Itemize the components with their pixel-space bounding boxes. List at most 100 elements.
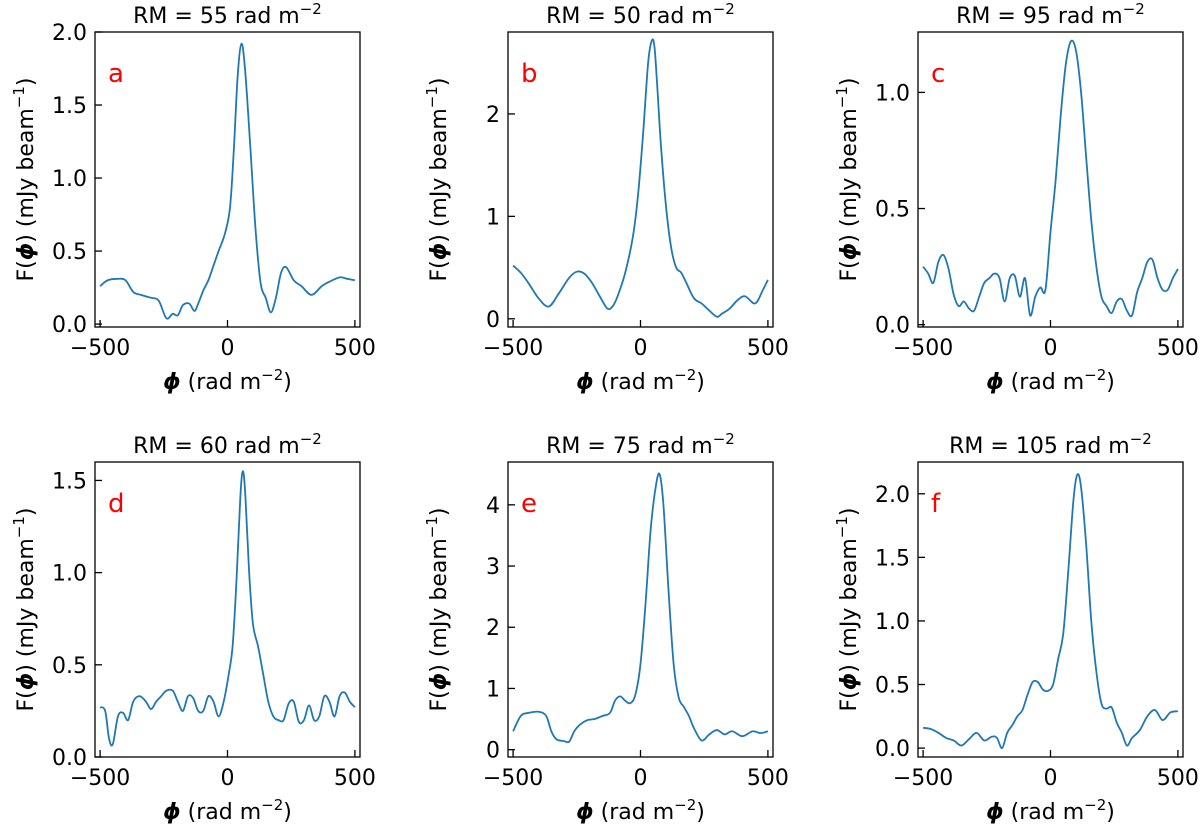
y-tick-label: 1.5	[52, 94, 87, 119]
y-tick-label: 1	[486, 205, 500, 230]
y-axis-symbol: ϕ	[837, 673, 862, 691]
x-axis-unit: (rad m	[181, 370, 262, 395]
plot-frame	[507, 31, 774, 328]
y-axis-label: F(ϕ) (mJy beam−1)	[10, 507, 39, 711]
series-line	[922, 39, 1179, 318]
y-axis-prefix: F(	[14, 260, 39, 281]
y-tick-label: 1.5	[52, 469, 87, 494]
chart-title: RM = 55 rad m−2	[133, 0, 322, 29]
panel-letter: b	[521, 59, 538, 89]
y-axis-close: )	[837, 77, 862, 86]
x-axis-exponent: −2	[261, 366, 283, 384]
chart-title-exponent: −2	[300, 430, 322, 448]
y-tick-label: 1.0	[875, 81, 910, 106]
panel-letter: d	[108, 489, 125, 519]
x-tick-label: 500	[334, 336, 376, 361]
x-axis-unit: (rad m	[1004, 800, 1085, 825]
x-axis-exponent: −2	[674, 796, 696, 814]
chart-title-text: RM = 95 rad m	[956, 4, 1123, 29]
x-axis-close: )	[1106, 370, 1115, 395]
series-line	[512, 472, 769, 744]
y-tick-label: 1.5	[875, 546, 910, 571]
x-axis-close: )	[283, 370, 292, 395]
chart-title-exponent: −2	[1123, 0, 1145, 18]
y-axis-prefix: F(	[427, 690, 452, 711]
y-axis-label: F(ϕ) (mJy beam−1)	[10, 77, 39, 281]
y-tick-label: 0	[486, 308, 500, 333]
y-tick-label: 0.5	[52, 240, 87, 265]
y-tick-label: 0.0	[875, 737, 910, 762]
x-tick-label: −500	[893, 766, 953, 791]
y-axis-label: F(ϕ) (mJy beam−1)	[423, 507, 452, 711]
panel-letter: e	[521, 489, 537, 519]
y-tick-label: 1.0	[52, 167, 87, 192]
y-axis-prefix: F(	[837, 260, 862, 281]
y-axis-label: F(ϕ) (mJy beam−1)	[423, 77, 452, 281]
series-line	[922, 473, 1179, 749]
chart-panel-a: RM = 55 rad m−2−500 0 5000.00.51.01.52.0ϕ …	[10, 0, 376, 395]
x-axis-symbol: ϕ	[576, 800, 594, 825]
y-axis-unit: ) (mJy beam	[427, 538, 452, 673]
chart-title-exponent: −2	[300, 0, 322, 18]
panel-letter: c	[931, 59, 945, 89]
y-tick-label: 1	[486, 677, 500, 702]
x-tick-label: 500	[334, 766, 376, 791]
x-axis-symbol: ϕ	[576, 370, 594, 395]
y-axis-close: )	[14, 77, 39, 86]
y-tick-label: 0.0	[875, 314, 910, 339]
plot-frame	[917, 31, 1184, 328]
y-axis-exponent: −1	[10, 516, 28, 538]
series-line	[512, 38, 769, 318]
x-tick-label: −500	[483, 336, 543, 361]
x-axis-unit: (rad m	[1004, 370, 1085, 395]
chart-title-exponent: −2	[713, 0, 735, 18]
x-tick-label: 0	[634, 766, 648, 791]
chart-title: RM = 95 rad m−2	[956, 0, 1145, 29]
y-tick-label: 0.0	[52, 746, 87, 771]
x-axis-exponent: −2	[674, 366, 696, 384]
x-axis-unit: (rad m	[594, 800, 675, 825]
x-axis-exponent: −2	[261, 796, 283, 814]
x-tick-label: 500	[747, 766, 789, 791]
y-axis-close: )	[427, 507, 452, 516]
panel-letter: f	[931, 489, 941, 519]
x-tick-label: 500	[747, 336, 789, 361]
y-axis-exponent: −1	[423, 516, 441, 538]
y-axis-symbol: ϕ	[427, 673, 452, 691]
y-axis-unit: ) (mJy beam	[427, 108, 452, 243]
x-axis-symbol: ϕ	[163, 370, 181, 395]
y-axis-unit: ) (mJy beam	[837, 108, 862, 243]
chart-title-text: RM = 105 rad m	[949, 434, 1130, 459]
y-axis-prefix: F(	[837, 690, 862, 711]
chart-panel-f: RM = 105 rad m−2−500 0 5000.00.51.01.52.0ϕ…	[833, 430, 1199, 825]
chart-title-exponent: −2	[1130, 430, 1152, 448]
y-tick-label: 2.0	[875, 483, 910, 508]
series-line	[99, 470, 356, 747]
x-axis-label: ϕ (rad m−2)	[163, 366, 292, 395]
chart-title-text: RM = 50 rad m	[546, 4, 713, 29]
y-axis-exponent: −1	[10, 86, 28, 108]
y-axis-symbol: ϕ	[14, 243, 39, 261]
y-tick-label: 3	[486, 555, 500, 580]
y-tick-label: 2	[486, 103, 500, 128]
x-tick-label: −500	[70, 336, 130, 361]
y-tick-label: 2.0	[52, 21, 87, 46]
chart-title: RM = 75 rad m−2	[546, 430, 735, 459]
chart-title: RM = 105 rad m−2	[949, 430, 1152, 459]
y-axis-symbol: ϕ	[14, 673, 39, 691]
chart-title-text: RM = 60 rad m	[133, 434, 300, 459]
y-tick-label: 0.5	[52, 654, 87, 679]
y-axis-unit: ) (mJy beam	[14, 108, 39, 243]
x-axis-unit: (rad m	[594, 370, 675, 395]
x-axis-label: ϕ (rad m−2)	[986, 796, 1115, 825]
y-tick-label: 4	[486, 494, 500, 519]
x-tick-label: 500	[1157, 766, 1199, 791]
x-tick-label: −500	[483, 766, 543, 791]
y-axis-close: )	[427, 77, 452, 86]
series-line	[99, 42, 356, 320]
chart-title-text: RM = 75 rad m	[546, 434, 713, 459]
